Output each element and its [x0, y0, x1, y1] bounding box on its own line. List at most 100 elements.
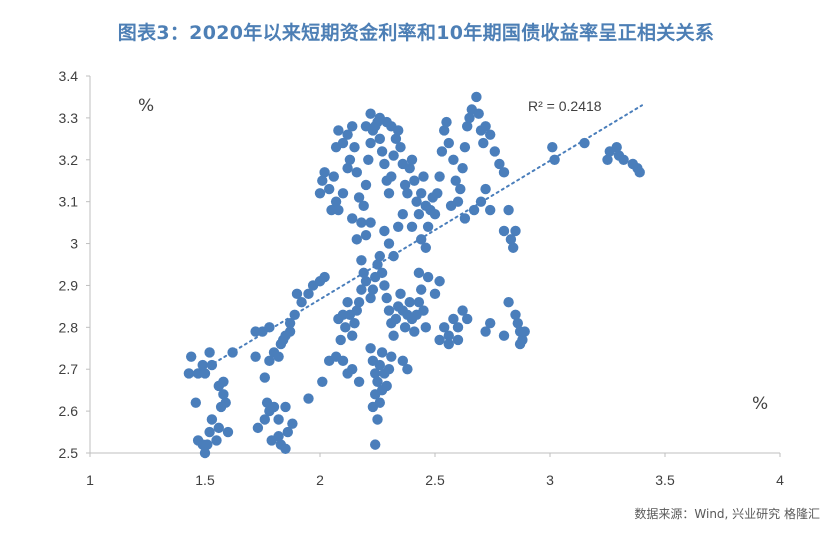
data-point: [418, 171, 429, 182]
data-point: [429, 209, 441, 220]
data-point: [250, 326, 261, 337]
y-tick-label: 3.4: [59, 68, 79, 84]
data-point: [383, 364, 395, 375]
data-point: [602, 154, 613, 165]
data-point: [365, 292, 376, 304]
data-point: [317, 175, 328, 186]
data-point: [485, 129, 496, 140]
data-point: [266, 435, 277, 446]
data-point: [462, 313, 473, 325]
y-tick-label: 3.2: [59, 152, 79, 168]
data-point: [259, 414, 270, 425]
x-tick-label: 4: [776, 472, 784, 488]
data-point: [374, 397, 385, 408]
data-point: [353, 297, 365, 308]
data-point: [264, 355, 275, 367]
data-point: [335, 334, 346, 346]
data-point: [416, 284, 427, 295]
data-point: [498, 225, 510, 237]
data-point: [395, 288, 406, 300]
data-point: [268, 401, 280, 413]
trendline-group: R² = 0.2418: [192, 98, 643, 377]
data-point: [356, 255, 367, 266]
data-point: [512, 317, 523, 329]
data-point: [280, 443, 291, 455]
data-point: [363, 154, 374, 165]
data-point: [337, 188, 349, 199]
data-point: [183, 368, 195, 379]
data-point: [280, 401, 291, 413]
data-point: [333, 125, 344, 136]
data-point: [485, 204, 496, 216]
data-point: [498, 167, 510, 178]
data-point: [402, 364, 413, 375]
data-point: [386, 121, 397, 132]
data-point: [459, 213, 471, 224]
data-point: [220, 397, 231, 408]
x-tick-label: 1.5: [195, 472, 215, 488]
data-point: [356, 217, 367, 228]
y-tick-label: 2.8: [59, 319, 79, 335]
x-tick-label: 3: [546, 472, 554, 488]
data-point: [324, 183, 335, 195]
data-point: [218, 389, 229, 400]
data-point: [349, 142, 360, 153]
data-point: [429, 288, 441, 300]
data-point: [211, 435, 222, 446]
data-point: [379, 158, 390, 170]
data-point: [480, 121, 491, 132]
x-axis-unit: %: [752, 394, 769, 414]
data-point: [365, 137, 376, 149]
data-point: [510, 309, 521, 320]
data-point: [347, 364, 358, 375]
y-tick-label: 2.6: [59, 403, 79, 419]
data-point: [360, 121, 372, 132]
data-point: [342, 297, 353, 308]
data-point: [347, 121, 358, 132]
data-point: [386, 171, 397, 182]
data-point: [383, 305, 395, 316]
data-point: [367, 284, 379, 295]
data-point: [406, 154, 418, 165]
data-point: [634, 167, 645, 178]
data-point: [202, 439, 213, 450]
data-point: [388, 330, 399, 341]
data-point: [204, 426, 215, 438]
data-point: [360, 229, 372, 241]
data-point: [330, 196, 342, 207]
data-point: [443, 338, 454, 350]
data-point: [452, 322, 464, 333]
data-point: [360, 276, 372, 287]
data-point: [379, 225, 390, 237]
data-point: [413, 297, 425, 308]
data-point: [284, 326, 296, 337]
data-point: [379, 280, 390, 291]
data-point: [409, 326, 420, 337]
data-point: [464, 112, 475, 124]
data-point: [462, 121, 473, 132]
data-point: [547, 142, 558, 153]
data-point: [579, 137, 590, 149]
data-point: [340, 322, 351, 333]
data-point: [347, 213, 358, 224]
data-point: [450, 175, 461, 186]
data-point: [455, 183, 466, 195]
data-point: [365, 108, 376, 119]
data-point: [337, 355, 349, 367]
data-point: [413, 267, 425, 279]
x-tick-label: 3.5: [655, 472, 675, 488]
data-point: [409, 175, 420, 186]
data-point: [381, 292, 392, 304]
data-point: [397, 209, 408, 220]
data-point: [508, 242, 519, 253]
data-point: [349, 317, 360, 329]
data-point: [549, 154, 560, 165]
data-point: [218, 376, 229, 387]
data-point: [250, 351, 261, 362]
data-point: [422, 271, 434, 283]
data-point: [434, 171, 445, 182]
data-point: [418, 305, 429, 316]
data-point: [404, 297, 415, 308]
data-point: [422, 221, 434, 232]
